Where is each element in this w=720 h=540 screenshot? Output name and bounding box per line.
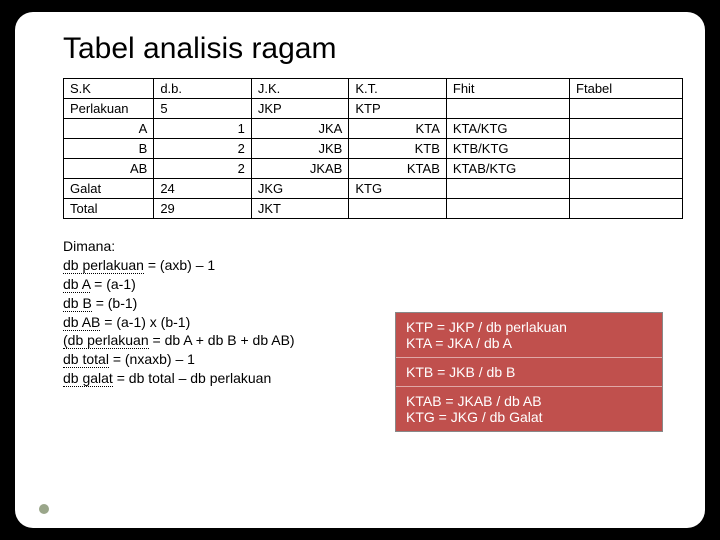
table-cell	[446, 99, 569, 119]
table-cell	[570, 199, 683, 219]
table-cell	[570, 159, 683, 179]
notes-line-label: (db perlakuan	[63, 332, 149, 349]
col-header: d.b.	[154, 79, 252, 99]
table-cell: 2	[154, 139, 252, 159]
table-cell: AB	[64, 159, 154, 179]
table-cell	[446, 179, 569, 199]
table-cell: A	[64, 119, 154, 139]
col-header: K.T.	[349, 79, 447, 99]
table-cell: KTB	[349, 139, 447, 159]
table-cell: KTAB	[349, 159, 447, 179]
table-cell: JKT	[251, 199, 349, 219]
table-cell: 29	[154, 199, 252, 219]
formula-box: KTP = JKP / db perlakuanKTA = JKA / db A…	[395, 312, 663, 432]
slide: Tabel analisis ragam S.K d.b. J.K. K.T. …	[15, 12, 705, 528]
table-cell	[570, 179, 683, 199]
formula-line: KTAB = JKAB / db AB	[406, 393, 652, 409]
formula-line: KTG = JKG / db Galat	[406, 409, 652, 425]
table-cell: Total	[64, 199, 154, 219]
formula-block: KTB = JKB / db B	[396, 357, 662, 386]
table-cell	[570, 139, 683, 159]
table-cell: B	[64, 139, 154, 159]
table-row: Total29JKT	[64, 199, 683, 219]
table-cell: Perlakuan	[64, 99, 154, 119]
notes-line: db A = (a-1)	[63, 275, 673, 294]
anova-table: S.K d.b. J.K. K.T. Fhit Ftabel Perlakuan…	[63, 78, 683, 219]
table-cell	[570, 99, 683, 119]
table-row: Galat24JKGKTG	[64, 179, 683, 199]
formula-line: KTP = JKP / db perlakuan	[406, 319, 652, 335]
notes-heading: Dimana:	[63, 237, 673, 256]
notes-line-label: db galat	[63, 370, 113, 387]
table-cell: 1	[154, 119, 252, 139]
table-cell: KTB/KTG	[446, 139, 569, 159]
col-header: J.K.	[251, 79, 349, 99]
notes-line-label: db AB	[63, 314, 100, 331]
table-cell	[349, 199, 447, 219]
table-cell: JKA	[251, 119, 349, 139]
table-cell: JKAB	[251, 159, 349, 179]
table-cell: KTP	[349, 99, 447, 119]
col-header: S.K	[64, 79, 154, 99]
col-header: Fhit	[446, 79, 569, 99]
table-cell	[446, 199, 569, 219]
notes-line: db perlakuan = (axb) – 1	[63, 256, 673, 275]
notes-line-label: db A	[63, 276, 90, 293]
table-cell: JKG	[251, 179, 349, 199]
notes-line-label: db perlakuan	[63, 257, 144, 274]
notes-line-label: db total	[63, 351, 109, 368]
page-title: Tabel analisis ragam	[63, 32, 673, 66]
table-row: B2JKBKTBKTB/KTG	[64, 139, 683, 159]
notes-line: db B = (b-1)	[63, 294, 673, 313]
table-cell: 24	[154, 179, 252, 199]
formula-block: KTP = JKP / db perlakuanKTA = JKA / db A	[396, 313, 662, 357]
table-cell: 2	[154, 159, 252, 179]
formula-block: KTAB = JKAB / db ABKTG = JKG / db Galat	[396, 386, 662, 431]
formula-line: KTA = JKA / db A	[406, 335, 652, 351]
slide-bullet-icon	[39, 504, 49, 514]
table-row: A1JKAKTAKTA/KTG	[64, 119, 683, 139]
table-cell: 5	[154, 99, 252, 119]
table-cell: Galat	[64, 179, 154, 199]
table-cell: KTAB/KTG	[446, 159, 569, 179]
table-cell: KTG	[349, 179, 447, 199]
table-cell: KTA	[349, 119, 447, 139]
table-header-row: S.K d.b. J.K. K.T. Fhit Ftabel	[64, 79, 683, 99]
table-row: Perlakuan5JKPKTP	[64, 99, 683, 119]
notes-line-label: db B	[63, 295, 92, 312]
table-cell: KTA/KTG	[446, 119, 569, 139]
table-cell: JKP	[251, 99, 349, 119]
table-cell: JKB	[251, 139, 349, 159]
table-row: AB2JKABKTABKTAB/KTG	[64, 159, 683, 179]
col-header: Ftabel	[570, 79, 683, 99]
formula-line: KTB = JKB / db B	[406, 364, 652, 380]
table-cell	[570, 119, 683, 139]
